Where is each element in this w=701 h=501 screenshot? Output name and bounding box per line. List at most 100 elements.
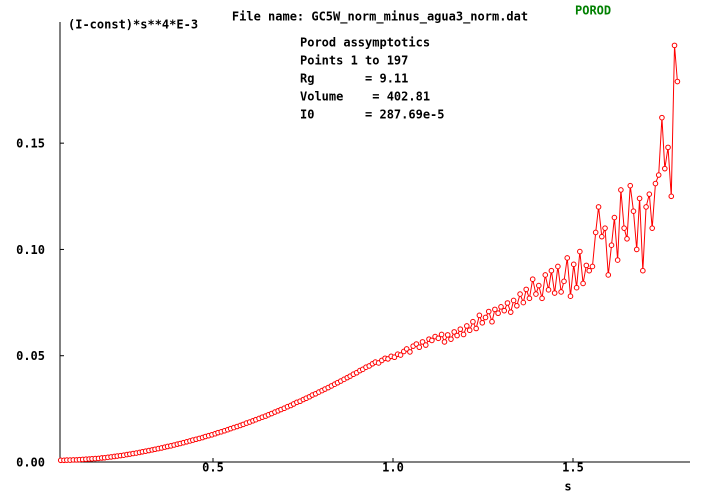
annotation: Volume = 402.81 bbox=[300, 90, 430, 104]
data-point bbox=[583, 262, 590, 269]
data-point bbox=[624, 236, 630, 242]
data-point bbox=[536, 282, 542, 289]
data-point bbox=[589, 263, 596, 270]
data-point bbox=[561, 278, 567, 285]
x-tick-label: 1.5 bbox=[562, 461, 584, 475]
data-point bbox=[444, 332, 451, 338]
data-point bbox=[529, 276, 536, 282]
data-point bbox=[633, 246, 640, 253]
data-point bbox=[517, 291, 523, 297]
data-point bbox=[397, 352, 404, 358]
data-point bbox=[643, 204, 649, 210]
data-point bbox=[489, 318, 495, 325]
data-point bbox=[533, 291, 539, 297]
data-point bbox=[498, 304, 504, 310]
data-point bbox=[542, 272, 549, 278]
mode-label: POROD bbox=[575, 4, 611, 18]
data-point bbox=[523, 286, 530, 293]
data-point bbox=[482, 314, 489, 321]
data-point bbox=[457, 326, 464, 332]
data-point bbox=[605, 272, 612, 278]
data-point bbox=[570, 261, 577, 268]
data-point bbox=[655, 172, 662, 178]
data-point bbox=[671, 42, 678, 49]
chart-title: File name: GC5W_norm_minus_agua3_norm.da… bbox=[232, 10, 528, 25]
data-point bbox=[435, 335, 442, 342]
data-point bbox=[599, 233, 605, 240]
data-point bbox=[630, 208, 637, 214]
data-point bbox=[558, 289, 564, 295]
data-point bbox=[592, 229, 599, 236]
data-point bbox=[545, 287, 552, 293]
annotation: I0 = 287.69e-5 bbox=[300, 108, 445, 122]
data-point bbox=[551, 290, 558, 296]
data-point bbox=[454, 332, 460, 339]
data-point bbox=[473, 325, 479, 332]
data-point bbox=[646, 191, 653, 197]
data-point bbox=[504, 300, 511, 306]
data-point bbox=[520, 299, 527, 306]
data-point bbox=[548, 267, 555, 274]
data-point bbox=[448, 336, 454, 342]
data-point bbox=[608, 242, 615, 248]
data-point bbox=[649, 225, 656, 231]
annotation: Rg = 9.11 bbox=[300, 72, 408, 86]
data-point bbox=[614, 257, 621, 263]
data-point bbox=[407, 349, 413, 355]
y-tick-label: 0.05 bbox=[16, 349, 45, 363]
data-point bbox=[501, 307, 508, 314]
data-point bbox=[429, 337, 435, 344]
data-point bbox=[451, 329, 458, 335]
data-point bbox=[564, 255, 571, 261]
data-point bbox=[595, 204, 602, 210]
data-point bbox=[611, 214, 618, 221]
data-point bbox=[668, 193, 675, 200]
data-point bbox=[466, 327, 473, 334]
x-axis-label: s bbox=[564, 480, 571, 494]
data-point bbox=[636, 195, 643, 202]
data-point bbox=[464, 323, 470, 329]
data-point bbox=[652, 180, 659, 187]
data-point bbox=[479, 319, 486, 326]
data-point bbox=[470, 318, 476, 325]
data-point bbox=[621, 225, 627, 231]
data-point bbox=[492, 306, 498, 313]
data-point bbox=[555, 263, 561, 270]
data-point bbox=[438, 331, 445, 338]
y-tick-label: 0.00 bbox=[16, 456, 45, 470]
data-point bbox=[422, 342, 429, 348]
annotation: Points 1 to 197 bbox=[300, 54, 408, 68]
data-point bbox=[419, 339, 426, 345]
data-point bbox=[476, 312, 483, 319]
data-point bbox=[665, 144, 671, 151]
data-point bbox=[674, 78, 681, 85]
data-point bbox=[627, 182, 634, 189]
data-point bbox=[507, 309, 514, 315]
data-point bbox=[514, 302, 520, 309]
data-point bbox=[510, 297, 517, 304]
data-point bbox=[640, 267, 646, 274]
data-point bbox=[441, 339, 448, 345]
data-point bbox=[485, 308, 492, 315]
data-point bbox=[526, 295, 533, 302]
y-axis-label: (I-const)*s**4*E-3 bbox=[68, 18, 198, 32]
x-tick-label: 0.5 bbox=[202, 461, 224, 475]
data-point bbox=[416, 344, 423, 351]
data-point bbox=[460, 331, 467, 338]
data-point bbox=[586, 267, 593, 274]
data-point bbox=[618, 187, 624, 193]
data-point bbox=[602, 225, 608, 231]
y-tick-label: 0.15 bbox=[16, 137, 45, 151]
data-point bbox=[662, 165, 668, 172]
data-point bbox=[580, 280, 586, 287]
annotation: Porod assymptotics bbox=[300, 36, 430, 50]
data-point bbox=[495, 310, 501, 317]
data-point bbox=[567, 293, 574, 300]
data-point bbox=[573, 284, 580, 291]
x-tick-label: 1.0 bbox=[382, 461, 404, 475]
data-point bbox=[539, 295, 545, 302]
data-point bbox=[577, 248, 583, 255]
data-point bbox=[659, 114, 665, 121]
y-tick-label: 0.10 bbox=[16, 243, 45, 257]
